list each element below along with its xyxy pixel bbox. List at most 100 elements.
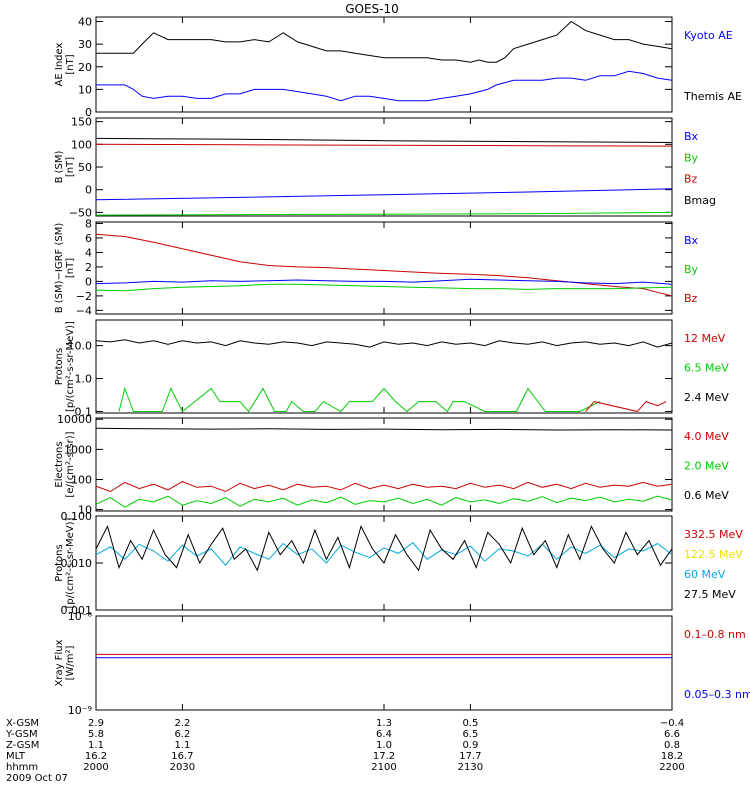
y-tick-label: −50	[69, 206, 92, 219]
series-line	[96, 20, 672, 63]
footer-value: 2200	[659, 762, 684, 773]
legend-entry: 332.5 MeV	[684, 528, 743, 541]
y-tick-label: 8	[85, 217, 92, 230]
y-tick-label: 30	[78, 38, 92, 51]
legend-entry: By	[684, 263, 699, 276]
y-axis-label: [nT]	[65, 54, 76, 74]
y-tick-label: 10.0	[68, 340, 93, 353]
y-tick-label: 2	[85, 261, 92, 274]
legend-entry: Bz	[684, 292, 698, 305]
footer-row-label: Y-GSM	[5, 729, 38, 740]
series-line	[96, 233, 672, 297]
legend-entry: 12 MeV	[684, 332, 726, 345]
panel-frame	[95, 16, 673, 113]
y-axis-label: [e/(cm²-s-sr)]	[65, 431, 76, 497]
panel-frame	[95, 221, 673, 315]
series-line	[96, 278, 672, 285]
footer-value: 1.0	[376, 740, 392, 751]
y-axis-label: Electrons	[54, 441, 65, 487]
legend-entry: 2.4 MeV	[684, 391, 729, 404]
footer-value: 1.3	[376, 718, 392, 729]
legend-entry: Themis AE	[683, 90, 742, 103]
y-axis-label: [nT]	[65, 258, 76, 278]
panel-frame	[95, 117, 673, 217]
y-axis-label: B (SM)	[54, 150, 65, 183]
ephemeris-footer: X-GSM 2.9 2.2 1.3 0.5 −0.4 Y-GSM 5.8 6.2 6.4 6.5 6.…	[5, 718, 685, 784]
footer-value: 16.2	[85, 751, 107, 762]
y-axis-label: Protons	[54, 544, 65, 581]
footer-value: 6.2	[174, 729, 190, 740]
legend-entry: By	[684, 151, 699, 164]
y-tick-label: 1000	[64, 443, 92, 456]
footer-value: 17.7	[459, 751, 481, 762]
footer-value: 6.6	[664, 729, 680, 740]
footer-value: 1.1	[88, 740, 104, 751]
y-tick-label: −4	[76, 304, 92, 317]
y-tick-label: 50	[78, 161, 92, 174]
footer-row-label: X-GSM	[6, 718, 39, 729]
legend-entry: Kyoto AE	[684, 29, 733, 42]
panel-frame	[95, 615, 673, 711]
y-tick-label: 0.100	[61, 510, 93, 523]
panel-6: 0.001 0.010 0.100 Protons [p/(cm²-s-sr-MeV)]…	[54, 510, 743, 617]
y-axis-label: Xray Flux	[54, 639, 65, 686]
series-line	[96, 283, 672, 292]
footer-value: 2130	[458, 762, 483, 773]
y-tick-label: 1.0	[75, 373, 93, 386]
footer-value: 5.8	[88, 729, 104, 740]
y-axis-label: B (SM)−IGRF (SM)	[54, 223, 65, 314]
legend-entry: Bx	[684, 234, 699, 247]
legend-entry: 60 MeV	[684, 568, 726, 581]
legend-entry: 122.5 MeV	[684, 548, 743, 561]
y-tick-label: 100	[71, 473, 92, 486]
y-tick-label: 0.1	[75, 405, 93, 418]
y-tick-label: 10⁻⁸	[68, 610, 93, 623]
legend-entry: 0.6 MeV	[684, 489, 729, 502]
y-axis-label: AE Index	[54, 42, 65, 86]
panel-frame	[95, 417, 673, 512]
legend-entry: 0.1–0.8 nm	[684, 628, 746, 641]
footer-row-label: hhmm	[6, 762, 38, 773]
series-line	[585, 401, 667, 413]
panel-frame	[95, 319, 673, 414]
footer-value: 6.4	[376, 729, 392, 740]
footer-value: 2000	[83, 762, 108, 773]
y-tick-label: 0	[85, 184, 92, 197]
series-line	[96, 70, 672, 102]
y-tick-label: −2	[76, 290, 92, 303]
y-tick-label: 150	[71, 116, 92, 129]
series-line	[96, 481, 672, 493]
legend-entry: Bx	[684, 130, 699, 143]
y-tick-label: 0.010	[61, 557, 93, 570]
y-axis-label: [nT]	[65, 157, 76, 177]
footer-value: 2.9	[88, 718, 104, 729]
panel-1: 0 10 20 30 40 AE Index [nT] Kyoto AE Themis AE	[54, 16, 742, 119]
panel-2: −50 0 50 100 150 B (SM) [nT] Bx By Bz Bmag	[54, 116, 716, 220]
legend-entry: Bz	[684, 173, 698, 186]
legend-entry: 0.05–0.3 nm	[684, 688, 750, 701]
panel-7: 10⁻⁹ 10⁻⁸ Xray Flux [W/m²] 0.1–0.8 nm 0.05–0.…	[54, 610, 750, 717]
y-tick-label: 0	[85, 275, 92, 288]
footer-value: 2100	[371, 762, 396, 773]
footer-value: 6.5	[462, 729, 478, 740]
y-axis-label: [p/(cm²-s-sr-MeV)]	[65, 321, 76, 412]
y-tick-label: 4	[85, 246, 92, 259]
series-line	[96, 339, 672, 348]
series-line	[96, 137, 672, 143]
y-tick-label: 10	[78, 83, 92, 96]
panel-3: −4−2 02 46 8 B (SM)−IGRF (SM) [nT] Bx By Bz	[54, 217, 699, 317]
y-tick-label: 100	[71, 138, 92, 151]
footer-value: 1.1	[174, 740, 190, 751]
footer-value: 17.2	[373, 751, 395, 762]
footer-value: 0.5	[462, 718, 478, 729]
series-line	[96, 143, 672, 147]
footer-value: −0.4	[660, 718, 684, 729]
legend-entry: 4.0 MeV	[684, 430, 729, 443]
footer-value: 2030	[170, 762, 195, 773]
y-tick-label: 20	[78, 61, 92, 74]
y-tick-label: 6	[85, 232, 92, 245]
series-line	[96, 211, 672, 216]
footer-row-label: Z-GSM	[6, 740, 39, 751]
